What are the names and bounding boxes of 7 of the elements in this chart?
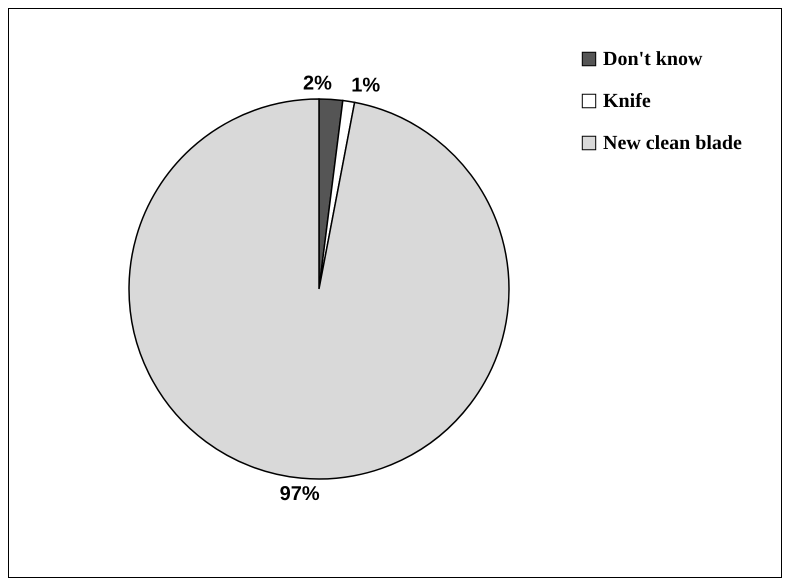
data-label: 1% <box>351 74 380 97</box>
pie-slice <box>128 98 510 480</box>
data-label: 2% <box>303 72 332 94</box>
data-label: 97% <box>280 483 320 506</box>
legend-label: Don't know <box>603 48 704 70</box>
legend-label: New clean blade <box>603 132 742 154</box>
legend-label: Knife <box>603 90 651 112</box>
